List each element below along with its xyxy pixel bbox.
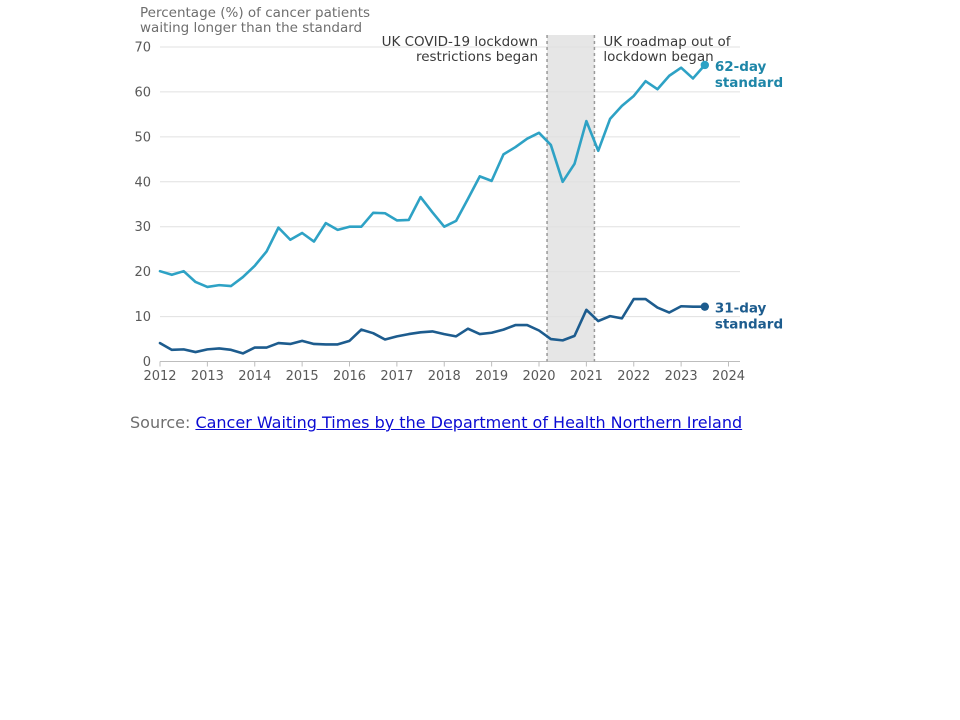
x-tick-label: 2015 bbox=[286, 369, 319, 384]
x-tick-label: 2013 bbox=[191, 369, 224, 384]
source-link[interactable]: Cancer Waiting Times by the Department o… bbox=[195, 413, 743, 432]
y-tick-label: 70 bbox=[134, 41, 151, 56]
x-tick-label: 2020 bbox=[522, 369, 555, 384]
series-label: 31-day bbox=[715, 301, 767, 317]
y-tick-label: 50 bbox=[134, 130, 151, 145]
series-line-62-day bbox=[158, 63, 707, 289]
series-end-marker bbox=[700, 60, 710, 70]
y-tick-label: 40 bbox=[134, 175, 151, 190]
annotation-lockdown: UK COVID-19 lockdown bbox=[382, 34, 538, 50]
source-note: Source: Cancer Waiting Times by the Depa… bbox=[130, 413, 742, 432]
x-tick-label: 2021 bbox=[570, 369, 603, 384]
x-tick-label: 2022 bbox=[617, 369, 650, 384]
x-tick-label: 2019 bbox=[475, 369, 508, 384]
annotation-lockdown: restrictions began bbox=[416, 49, 538, 65]
y-tick-label: 30 bbox=[134, 220, 151, 235]
series-label: 62-day bbox=[715, 59, 767, 75]
source-prefix: Source: bbox=[130, 413, 196, 432]
x-tick-label: 2017 bbox=[380, 369, 413, 384]
x-tick-label: 2018 bbox=[428, 369, 461, 384]
x-tick-label: 2024 bbox=[712, 369, 745, 384]
x-tick-label: 2014 bbox=[238, 369, 271, 384]
lockdown-shaded-region bbox=[547, 35, 595, 362]
y-tick-label: 0 bbox=[143, 355, 151, 370]
x-tick-label: 2012 bbox=[143, 369, 176, 384]
line-chart: 0 10 20 30 40 50 60 70 2012 2013 2014 2015 2016 2017 2… bbox=[134, 5, 783, 384]
y-tick-label: 20 bbox=[134, 265, 151, 280]
series-line-31-day bbox=[158, 297, 707, 355]
x-tick-label: 2023 bbox=[665, 369, 698, 384]
series-end-marker bbox=[700, 302, 710, 311]
series-label: standard bbox=[715, 75, 783, 91]
x-tick-label: 2016 bbox=[333, 369, 366, 384]
y-axis-title: Percentage (%) of cancer patients bbox=[140, 5, 370, 21]
y-tick-label: 60 bbox=[134, 85, 151, 100]
series-label: standard bbox=[715, 317, 783, 333]
annotation-roadmap: lockdown began bbox=[603, 49, 713, 65]
annotation-roadmap: UK roadmap out of bbox=[603, 34, 731, 50]
y-axis-title: waiting longer than the standard bbox=[140, 20, 362, 36]
y-tick-label: 10 bbox=[134, 310, 151, 325]
